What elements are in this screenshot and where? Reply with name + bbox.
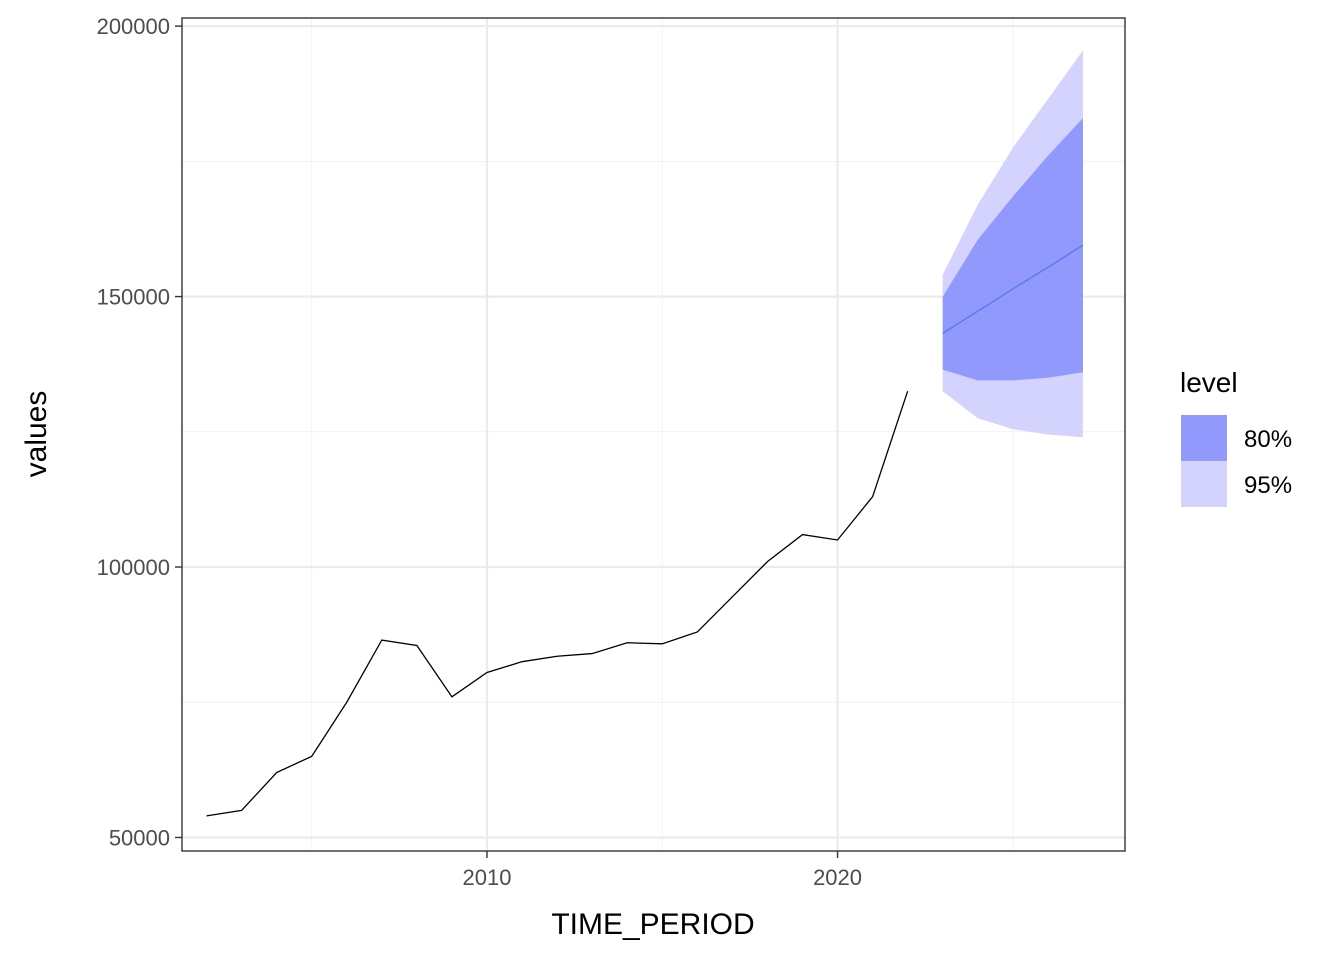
plot-background [182,18,1125,851]
y-axis: 50000 100000 150000 200000 [97,14,182,850]
legend-label-80: 80% [1244,426,1292,453]
y-tick-label: 150000 [97,285,170,310]
history-line [206,391,909,817]
y-axis-title: values [20,391,53,478]
legend-label-95: 95% [1244,472,1292,499]
forecast-mean-line [942,244,1084,334]
x-tick-label: 2010 [463,865,512,890]
y-tick-label: 200000 [97,14,170,39]
forecast-ribbons [942,50,1083,438]
legend: level 80% 95% [1180,367,1292,507]
x-axis-title: TIME_PERIOD [551,908,754,941]
y-tick-label: 50000 [109,825,170,850]
plot-border [181,17,1126,852]
x-axis: 2010 2020 [463,851,862,890]
legend-swatch-95 [1181,461,1227,507]
major-gridlines [182,18,1125,851]
y-tick-label: 100000 [97,555,170,580]
legend-title: level [1180,367,1238,398]
legend-swatch-80 [1181,415,1227,461]
x-tick-label: 2020 [813,865,862,890]
ribbon-80 [942,118,1083,381]
series-lines [206,244,1084,817]
